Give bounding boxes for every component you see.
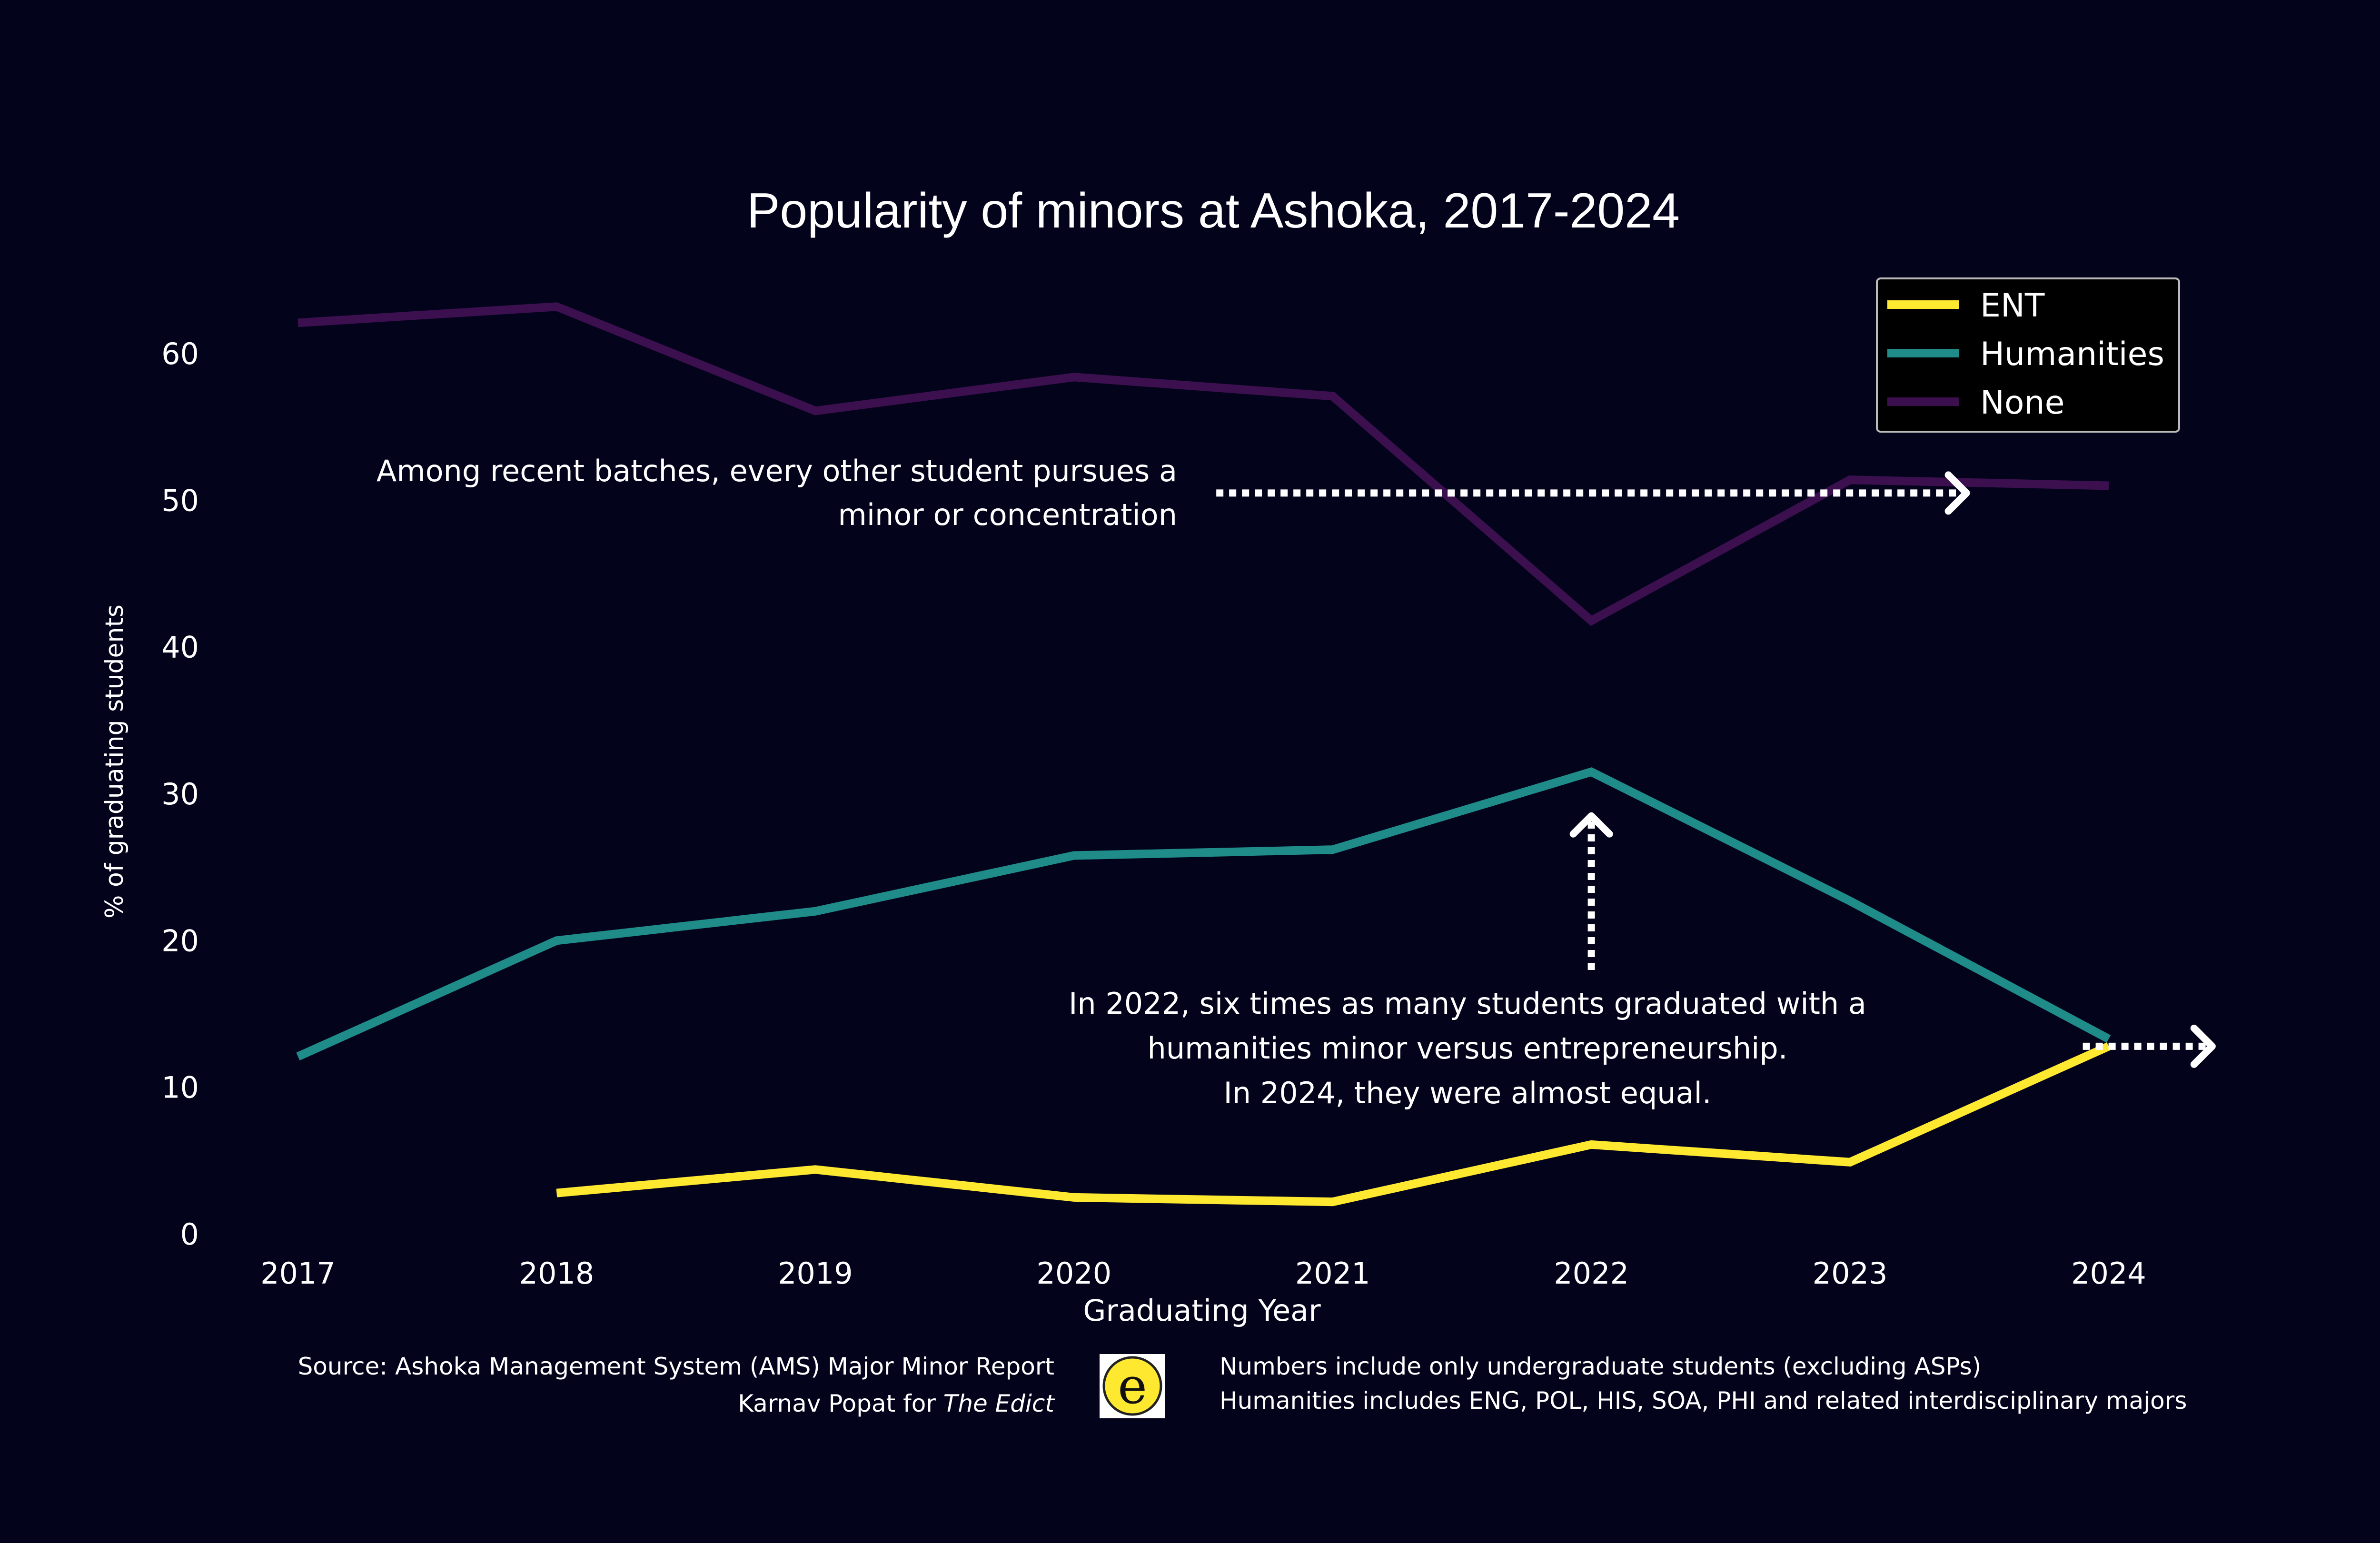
legend-box xyxy=(1876,277,2180,433)
x-tick-label: 2018 xyxy=(519,1256,595,1291)
annotation-2022-line-1: In 2022, six times as many students grad… xyxy=(1069,986,1866,1021)
y-tick-label: 40 xyxy=(161,630,199,665)
legend-label-ent: ENT xyxy=(1980,287,2045,325)
footer-note-2: Humanities includes ENG, POL, HIS, SOA, … xyxy=(1220,1387,2187,1414)
series-line-humanities xyxy=(296,767,2111,1061)
x-tick-label: 2021 xyxy=(1295,1256,1370,1291)
legend-label-none: None xyxy=(1980,384,2064,422)
x-axis-ticks: 2017 2018 2019 2020 2021 2022 2023 2024 xyxy=(260,1256,2146,1291)
annotation-2022-line-3: In 2024, they were almost equal. xyxy=(1223,1076,1711,1110)
annotation-batches-line-1: Among recent batches, every other studen… xyxy=(377,454,1177,488)
x-tick-label: 2017 xyxy=(260,1256,336,1291)
edict-logo: e xyxy=(1100,1354,1165,1418)
chart-title: Popularity of minors at Ashoka, 2017-202… xyxy=(747,183,1680,238)
x-tick-label: 2020 xyxy=(1036,1256,1111,1291)
footer: Source: Ashoka Management System (AMS) M… xyxy=(298,1353,2187,1418)
footer-credit-publication: The Edict xyxy=(943,1390,1056,1417)
x-tick-label: 2022 xyxy=(1554,1256,1629,1291)
annotation-arrow-head xyxy=(1944,471,1970,515)
annotation-arrow-head xyxy=(1569,812,1613,838)
series-line-none xyxy=(298,302,2109,626)
y-tick-label: 20 xyxy=(161,923,199,958)
legend-label-humanities: Humanities xyxy=(1980,336,2164,373)
x-tick-label: 2023 xyxy=(1813,1256,1888,1291)
y-tick-label: 10 xyxy=(161,1070,199,1105)
annotation-layer xyxy=(1216,471,2216,1068)
x-tick-label: 2019 xyxy=(778,1256,853,1291)
annotation-batches-line-2: minor or concentration xyxy=(838,497,1177,532)
y-tick-label: 30 xyxy=(161,777,199,811)
annotation-2022-line-2: humanities minor versus entrepreneurship… xyxy=(1148,1031,1788,1066)
edict-logo-letter: e xyxy=(1118,1357,1147,1415)
series-line-ent xyxy=(556,1042,2111,1207)
footer-note-1: Numbers include only undergraduate stude… xyxy=(1220,1353,1981,1380)
edict-logo-disc xyxy=(1102,1356,1162,1416)
footer-credit-prefix: Karnav Popat for xyxy=(738,1390,943,1417)
legend: ENT Humanities None xyxy=(1876,277,2180,433)
y-axis-ticks: 0 10 20 30 40 50 60 xyxy=(161,336,199,1252)
footer-source: Source: Ashoka Management System (AMS) M… xyxy=(298,1353,1054,1380)
y-tick-label: 60 xyxy=(161,336,199,371)
annotation-arrow-head xyxy=(2190,1024,2216,1068)
y-tick-label: 50 xyxy=(161,483,199,518)
y-tick-label: 0 xyxy=(180,1217,199,1252)
footer-credit: Karnav Popat for The Edict xyxy=(738,1390,1055,1417)
x-tick-label: 2024 xyxy=(2071,1256,2146,1291)
series-layer xyxy=(296,302,2111,1207)
y-axis-label: % of graduating students xyxy=(100,604,129,919)
x-axis-label: Graduating Year xyxy=(1083,1293,1321,1328)
